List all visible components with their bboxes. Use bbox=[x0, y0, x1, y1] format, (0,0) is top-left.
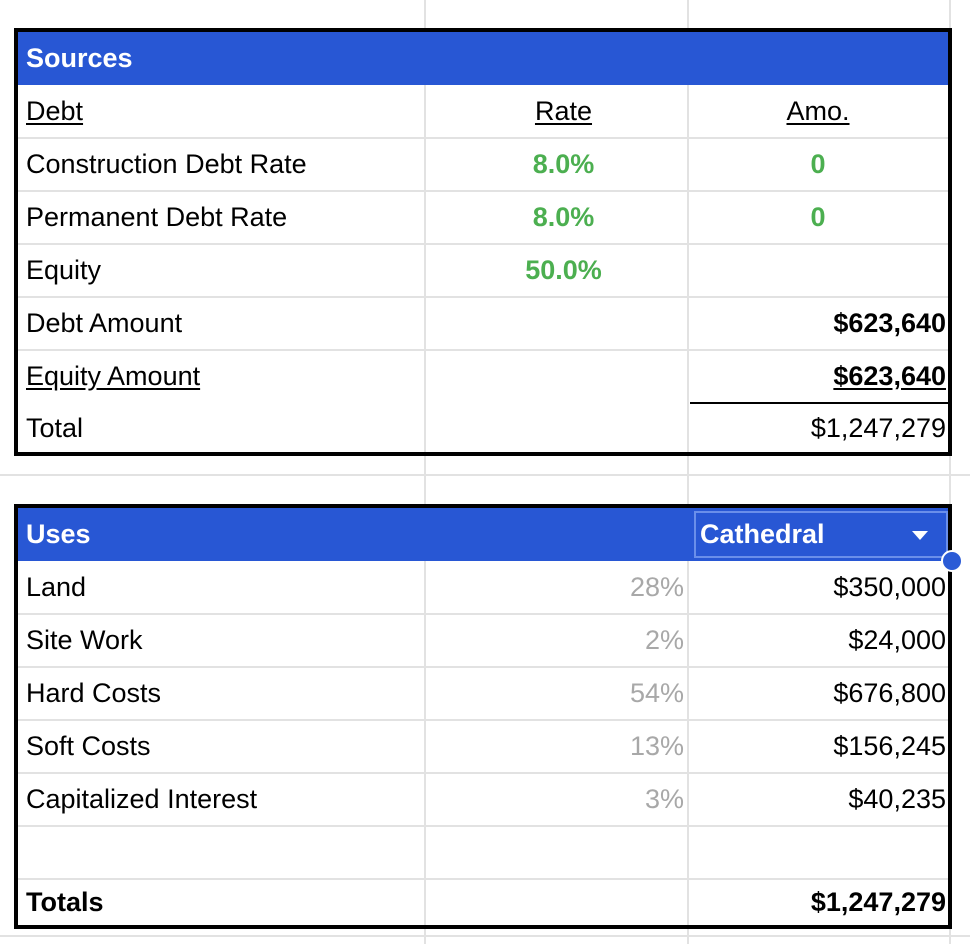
row-divider bbox=[18, 666, 948, 668]
site-work-label[interactable]: Site Work bbox=[26, 625, 143, 655]
equity-amount-label[interactable]: Equity Amount bbox=[26, 361, 201, 391]
grid-column-line bbox=[424, 0, 426, 944]
permanent-debt-rate-value[interactable]: 8.0% bbox=[532, 202, 595, 232]
total-value[interactable]: $1,247,279 bbox=[810, 412, 946, 443]
uses-title: Uses bbox=[26, 519, 91, 549]
capitalized-interest-amount[interactable]: $40,235 bbox=[848, 784, 946, 814]
hard-costs-label[interactable]: Hard Costs bbox=[26, 678, 162, 708]
property-dropdown-value: Cathedral bbox=[700, 519, 825, 549]
amount-column-header[interactable]: Amo. bbox=[786, 96, 850, 126]
column-divider bbox=[424, 85, 426, 452]
row-divider bbox=[18, 349, 948, 351]
permanent-debt-rate-label[interactable]: Permanent Debt Rate bbox=[26, 202, 288, 232]
column-divider bbox=[687, 85, 689, 452]
row-divider bbox=[18, 878, 948, 880]
row-divider bbox=[18, 137, 948, 139]
sources-title: Sources bbox=[26, 43, 133, 73]
sources-table: Sources Debt Rate Amo. Construction Debt… bbox=[14, 28, 952, 456]
grid-column-line bbox=[949, 0, 951, 944]
row-divider bbox=[18, 825, 948, 827]
grid-column-line bbox=[687, 0, 689, 944]
column-divider bbox=[424, 561, 426, 925]
row-divider bbox=[18, 772, 948, 774]
chevron-down-icon[interactable] bbox=[912, 531, 928, 540]
row-divider bbox=[18, 613, 948, 615]
construction-debt-rate-value[interactable]: 8.0% bbox=[532, 149, 595, 179]
debt-amount-label[interactable]: Debt Amount bbox=[26, 308, 183, 338]
total-rule bbox=[690, 402, 948, 404]
equity-amount-cell[interactable] bbox=[690, 244, 946, 297]
construction-debt-amount[interactable]: 0 bbox=[810, 149, 826, 179]
construction-debt-rate-label[interactable]: Construction Debt Rate bbox=[26, 149, 307, 179]
selection-fill-handle[interactable] bbox=[941, 550, 963, 572]
grid-row-line bbox=[0, 935, 970, 937]
uses-header-row[interactable]: Uses Cathedral bbox=[18, 508, 948, 561]
debt-amount-value[interactable]: $623,640 bbox=[833, 308, 946, 338]
land-label[interactable]: Land bbox=[26, 572, 87, 602]
row-divider bbox=[18, 243, 948, 245]
land-percent[interactable]: 28% bbox=[629, 572, 684, 602]
hard-costs-percent[interactable]: 54% bbox=[629, 678, 684, 708]
grid-row-line bbox=[0, 474, 970, 476]
row-divider bbox=[18, 719, 948, 721]
capitalized-interest-percent[interactable]: 3% bbox=[644, 784, 684, 814]
row-divider bbox=[18, 190, 948, 192]
hard-costs-amount[interactable]: $676,800 bbox=[833, 678, 946, 708]
total-label[interactable]: Total bbox=[26, 412, 84, 443]
permanent-debt-amount[interactable]: 0 bbox=[810, 202, 826, 232]
debt-column-header[interactable]: Debt bbox=[26, 96, 84, 126]
row-divider bbox=[18, 296, 948, 298]
equity-amount-value[interactable]: $623,640 bbox=[833, 361, 946, 391]
capitalized-interest-label[interactable]: Capitalized Interest bbox=[26, 784, 258, 814]
soft-costs-label[interactable]: Soft Costs bbox=[26, 731, 151, 761]
sources-header-row[interactable]: Sources bbox=[18, 32, 948, 85]
site-work-percent[interactable]: 2% bbox=[644, 625, 684, 655]
totals-amount[interactable]: $1,247,279 bbox=[810, 886, 946, 917]
soft-costs-percent[interactable]: 13% bbox=[629, 731, 684, 761]
rate-column-header[interactable]: Rate bbox=[534, 96, 593, 126]
soft-costs-amount[interactable]: $156,245 bbox=[833, 731, 946, 761]
equity-rate-value[interactable]: 50.0% bbox=[525, 255, 602, 285]
uses-table: Uses Cathedral Land 28% $350,000 Site Wo… bbox=[14, 504, 952, 929]
totals-label[interactable]: Totals bbox=[26, 886, 104, 917]
equity-label[interactable]: Equity bbox=[26, 255, 102, 285]
site-work-amount[interactable]: $24,000 bbox=[848, 625, 946, 655]
column-divider bbox=[687, 561, 689, 925]
land-amount[interactable]: $350,000 bbox=[833, 572, 946, 602]
property-dropdown[interactable]: Cathedral bbox=[694, 511, 948, 558]
